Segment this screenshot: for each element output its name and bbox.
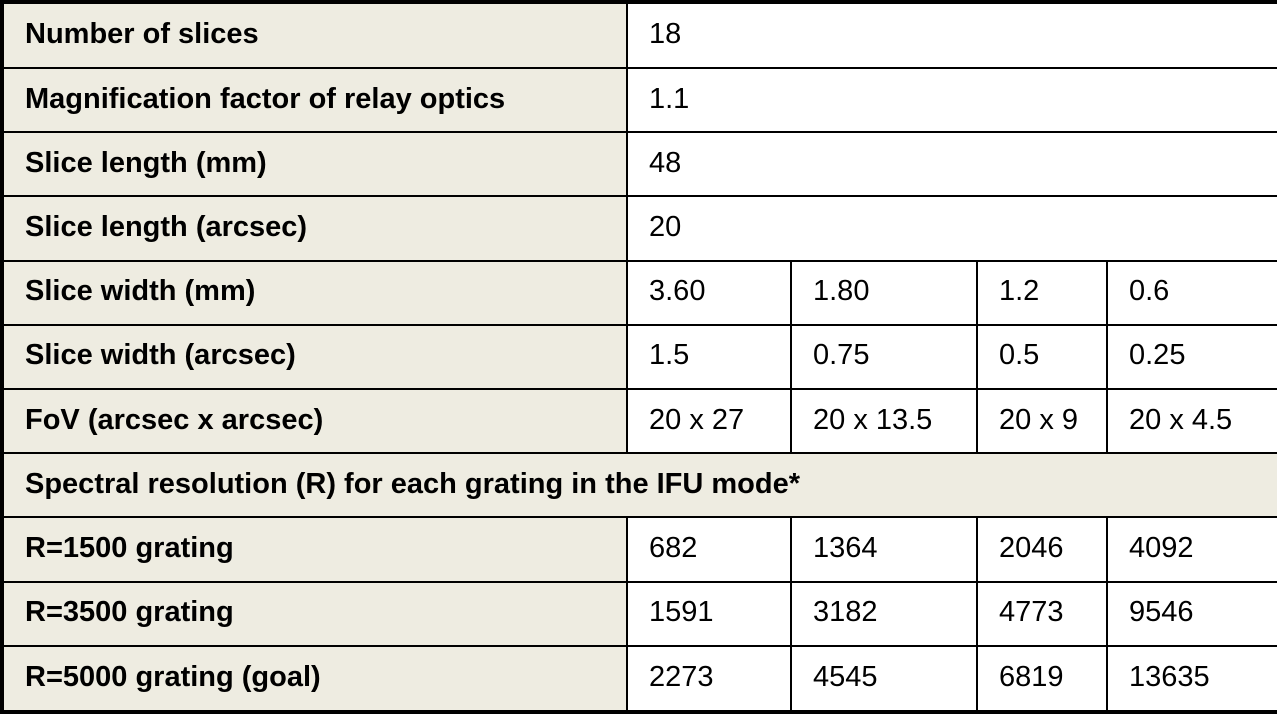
table-row-slice-length-arcsec: Slice length (arcsec) 20 [1, 195, 1277, 262]
row-value: 20 x 27 [626, 388, 792, 455]
row-value: 3182 [790, 580, 978, 647]
row-value: 0.25 [1105, 323, 1277, 391]
row-value: 9546 [1105, 580, 1277, 647]
row-value: 2046 [976, 516, 1108, 583]
row-value: 20 x 9 [976, 388, 1108, 455]
row-value: 18 [625, 1, 1277, 69]
table-row-number-of-slices: Number of slices 18 [1, 1, 1277, 69]
row-value: 1.1 [625, 66, 1277, 134]
row-label: R=5000 grating (goal) [1, 644, 628, 714]
row-label: Magnification factor of relay optics [1, 66, 628, 134]
row-value: 682 [626, 516, 792, 583]
row-value: 1591 [626, 580, 792, 647]
row-label: R=3500 grating [1, 580, 628, 647]
row-label: Slice length (arcsec) [1, 195, 628, 262]
row-value: 4092 [1105, 516, 1277, 583]
row-value: 2273 [626, 644, 792, 714]
row-value: 0.6 [1105, 259, 1277, 326]
row-value: 20 x 4.5 [1105, 388, 1277, 455]
row-value: 1.80 [790, 259, 978, 326]
table-row-r1500: R=1500 grating 682 1364 2046 4092 [1, 516, 1277, 583]
row-value: 4545 [790, 644, 978, 714]
row-value: 20 x 13.5 [790, 388, 978, 455]
row-value: 6819 [976, 644, 1108, 714]
table-row-slice-length-mm: Slice length (mm) 48 [1, 131, 1277, 198]
table-row-slice-width-arcsec: Slice width (arcsec) 1.5 0.75 0.5 0.25 [1, 323, 1277, 391]
table-row-magnification-factor: Magnification factor of relay optics 1.1 [1, 66, 1277, 134]
table-row-section-header: Spectral resolution (R) for each grating… [0, 452, 1277, 519]
row-value: 0.5 [976, 323, 1108, 391]
row-value: 4773 [976, 580, 1108, 647]
table-row-fov: FoV (arcsec x arcsec) 20 x 27 20 x 13.5 … [1, 388, 1277, 455]
row-value: 1.2 [976, 259, 1108, 326]
row-value: 3.60 [626, 259, 792, 326]
row-label: Slice length (mm) [1, 131, 628, 198]
table-row-slice-width-mm: Slice width (mm) 3.60 1.80 1.2 0.6 [1, 259, 1277, 326]
row-value: 20 [625, 195, 1277, 262]
row-label: Number of slices [1, 1, 628, 69]
row-label: FoV (arcsec x arcsec) [1, 388, 628, 455]
row-value: 13635 [1105, 644, 1277, 714]
row-label: Slice width (mm) [1, 259, 628, 326]
table-row-r5000: R=5000 grating (goal) 2273 4545 6819 136… [1, 644, 1277, 714]
row-value: 48 [625, 131, 1277, 198]
section-header: Spectral resolution (R) for each grating… [0, 452, 1277, 519]
row-label: R=1500 grating [1, 516, 628, 583]
row-value: 0.75 [790, 323, 978, 391]
table-row-r3500: R=3500 grating 1591 3182 4773 9546 [1, 580, 1277, 647]
row-value: 1364 [790, 516, 978, 583]
row-label: Slice width (arcsec) [1, 323, 628, 391]
row-value: 1.5 [626, 323, 792, 391]
